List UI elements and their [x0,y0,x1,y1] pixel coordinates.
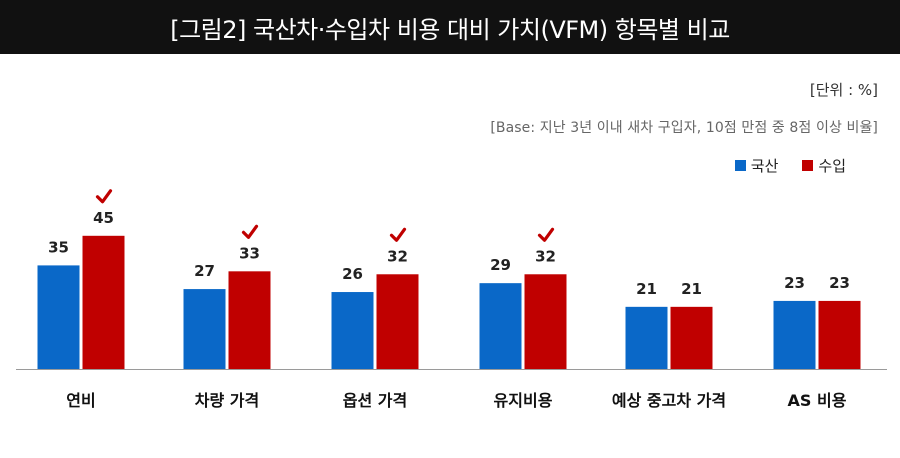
category-label-4: 예상 중고차 가격 [612,391,726,410]
bar-domestic-3 [479,283,522,369]
data-label-imported-5: 23 [829,274,850,292]
checkmark-icon [389,227,407,242]
category-label-5: AS 비용 [788,391,847,410]
legend-label-imported: 수입 [818,157,846,175]
bar-domestic-1 [183,289,226,369]
bar-imported-0 [82,235,125,369]
data-label-domestic-0: 35 [48,238,69,256]
bar-imported-5 [818,300,861,369]
bar-domestic-2 [331,292,374,369]
category-label-1: 차량 가격 [195,391,259,410]
bar-domestic-0 [37,265,80,369]
bar-imported-3 [524,274,567,369]
legend-item-imported: 수입 [802,155,846,176]
chart-title: [그림2] 국산차·수입차 비용 대비 가치(VFM) 항목별 비교 [0,0,900,54]
data-label-domestic-5: 23 [784,274,805,292]
data-label-domestic-4: 21 [636,280,657,298]
checkmark-icon [537,227,555,242]
data-label-imported-1: 33 [239,244,260,262]
legend-swatch-imported [802,160,814,171]
data-label-domestic-2: 26 [342,265,363,283]
data-label-domestic-1: 27 [194,262,215,280]
legend: 국산 수입 [734,155,846,176]
category-label-0: 연비 [66,391,95,410]
bar-imported-1 [228,271,271,369]
bar-imported-4 [670,306,713,369]
legend-label-domestic: 국산 [750,157,779,175]
category-label-3: 유지비용 [494,391,553,410]
checkmark-icon [95,189,113,204]
data-label-imported-0: 45 [93,209,114,227]
checkmark-icon [241,224,259,239]
data-label-imported-4: 21 [681,280,702,298]
bar-domestic-5 [773,300,816,369]
data-label-imported-3: 32 [535,247,556,265]
legend-item-domestic: 국산 [734,155,779,176]
legend-swatch-domestic [734,160,746,171]
data-label-imported-2: 32 [387,247,408,265]
bar-imported-2 [376,274,419,369]
data-label-domestic-3: 29 [490,256,511,274]
category-label-2: 옵션 가격 [343,391,407,410]
unit-note: [단위 : %] [809,81,878,99]
base-note: [Base: 지난 3년 이내 새차 구입자, 10점 만점 중 8점 이상 비… [490,120,878,136]
bar-domestic-4 [625,306,668,369]
